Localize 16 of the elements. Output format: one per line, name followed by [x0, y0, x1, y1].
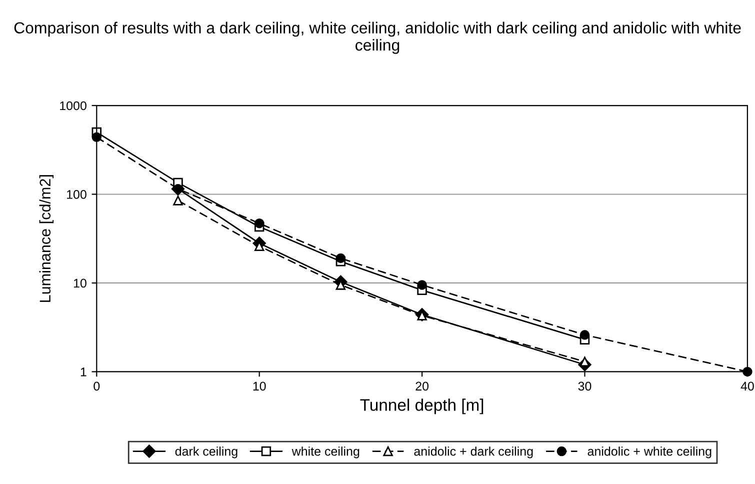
x-tick-label: 10	[253, 382, 266, 391]
y-axis-title: Luminance [cd/m2]	[39, 175, 54, 302]
legend-label: anidolic + white ceiling	[588, 446, 712, 458]
y-tick-label: 1000	[60, 101, 86, 110]
y-tick-label: 100	[67, 190, 86, 199]
legend-label: anidolic + dark ceiling	[414, 446, 533, 458]
x-tick-label: 0	[94, 382, 100, 391]
x-tick-label: 40	[740, 382, 754, 391]
legend-label: white ceiling	[292, 446, 360, 458]
x-tick-label: 20	[416, 382, 429, 391]
chart-title: Comparison of results with a dark ceiling, white ceiling, anidolic with dark ceiling and anidolic with white ceiling	[14, 22, 741, 54]
x-axis-title: Tunnel depth [m]	[360, 398, 484, 414]
x-tick-label: 30	[578, 382, 592, 391]
y-tick-label: 1	[80, 368, 86, 376]
y-tick-label: 10	[74, 278, 86, 288]
legend-label: dark ceiling	[175, 446, 238, 458]
